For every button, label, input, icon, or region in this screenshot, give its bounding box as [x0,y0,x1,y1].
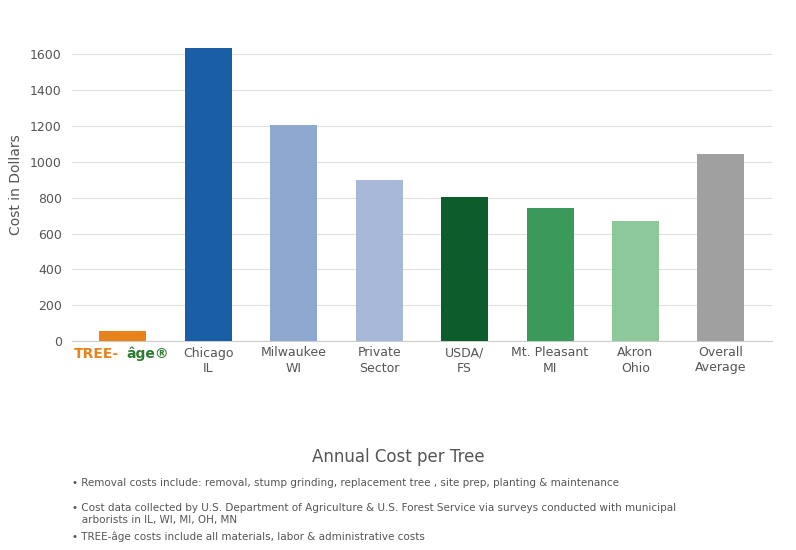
Y-axis label: Cost in Dollars: Cost in Dollars [9,134,23,235]
Text: • Removal costs include: removal, stump grinding, replacement tree , site prep, : • Removal costs include: removal, stump … [72,478,618,488]
Bar [612,221,659,341]
Bar [100,331,146,341]
Bar [526,207,573,341]
Text: Chicago
IL: Chicago IL [183,346,233,375]
Text: âge®: âge® [127,346,170,361]
Text: USDA/
FS: USDA/ FS [445,346,484,375]
Text: Milwaukee
WI: Milwaukee WI [261,346,326,375]
Text: Akron
Ohio: Akron Ohio [618,346,654,375]
Text: TREE-: TREE- [74,346,119,360]
Text: • Cost data collected by U.S. Department of Agriculture & U.S. Forest Service vi: • Cost data collected by U.S. Department… [72,503,676,525]
Bar [441,197,488,341]
Text: • TREE-âge costs include all materials, labor & administrative costs: • TREE-âge costs include all materials, … [72,532,424,542]
Bar [697,154,744,341]
Bar [185,48,232,341]
Text: Overall
Average: Overall Average [695,346,747,375]
Text: Annual Cost per Tree: Annual Cost per Tree [312,448,484,466]
Bar [356,180,403,341]
Bar [271,125,318,341]
Text: Mt. Pleasant
MI: Mt. Pleasant MI [512,346,588,375]
Text: Private
Sector: Private Sector [357,346,401,375]
